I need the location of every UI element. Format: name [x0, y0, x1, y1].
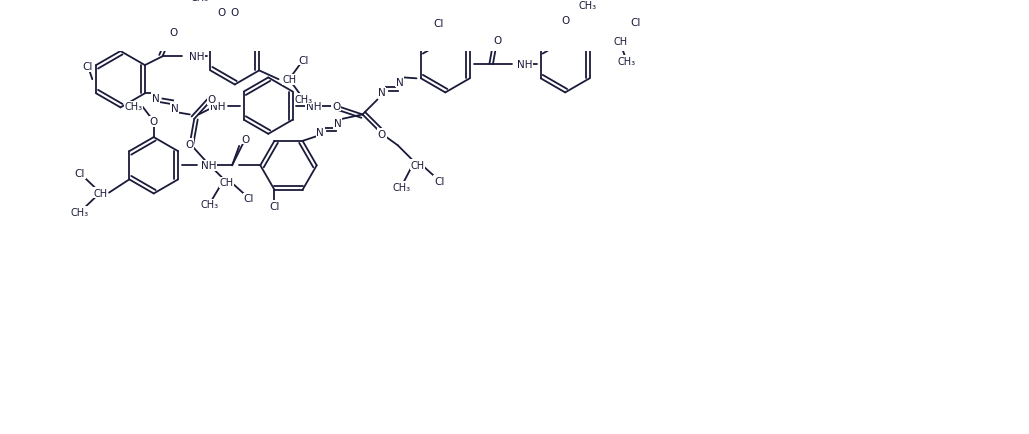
Text: O: O	[208, 95, 216, 105]
Text: N: N	[151, 93, 159, 103]
Text: Cl: Cl	[434, 176, 445, 186]
Text: O: O	[149, 117, 157, 127]
Text: CH₃: CH₃	[617, 56, 636, 66]
Text: O: O	[230, 8, 239, 18]
Text: CH₃: CH₃	[392, 182, 411, 192]
Text: N: N	[316, 128, 324, 138]
Text: CH: CH	[411, 160, 424, 170]
Text: CH₃: CH₃	[294, 94, 312, 104]
Text: Cl: Cl	[82, 62, 93, 72]
Text: O: O	[185, 139, 193, 149]
Text: CH₃: CH₃	[71, 207, 90, 217]
Text: CH: CH	[283, 75, 297, 85]
Text: Cl: Cl	[630, 18, 641, 28]
Text: N: N	[171, 104, 179, 114]
Text: CH₃: CH₃	[201, 200, 218, 210]
Text: Cl: Cl	[244, 194, 254, 204]
Text: N: N	[395, 78, 403, 88]
Text: CH: CH	[94, 188, 107, 198]
Text: N: N	[334, 119, 342, 129]
Text: O: O	[241, 135, 249, 145]
Text: CH₃: CH₃	[578, 1, 597, 11]
Text: CH: CH	[613, 37, 628, 47]
Text: CH: CH	[220, 178, 234, 188]
Text: Cl: Cl	[433, 19, 443, 29]
Text: N: N	[378, 88, 386, 98]
Text: CH₃: CH₃	[125, 102, 142, 112]
Text: NH: NH	[306, 102, 321, 112]
Text: Cl: Cl	[75, 169, 85, 179]
Text: Cl: Cl	[270, 201, 280, 211]
Text: O: O	[169, 27, 177, 37]
Text: O: O	[332, 102, 341, 112]
Text: NH: NH	[189, 52, 205, 62]
Text: NH: NH	[210, 102, 225, 112]
Text: NH: NH	[517, 60, 532, 70]
Text: O: O	[561, 16, 569, 26]
Text: CH₃: CH₃	[190, 0, 208, 3]
Text: O: O	[493, 36, 501, 46]
Text: Cl: Cl	[298, 56, 309, 66]
Text: O: O	[378, 129, 386, 139]
Text: O: O	[217, 8, 225, 18]
Text: NH: NH	[202, 161, 217, 171]
